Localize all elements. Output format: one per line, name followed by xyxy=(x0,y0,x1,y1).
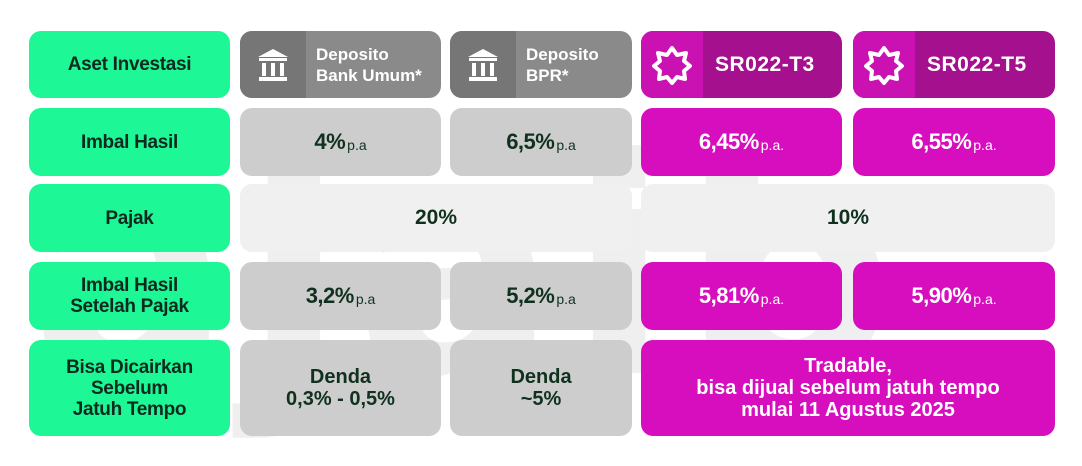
header-sr022-t3: SR022-T3 xyxy=(641,31,842,98)
imbal-hasil-t3: 6,45% p.a. xyxy=(641,108,842,176)
imbal-hasil-bank: 4% p.a xyxy=(240,108,441,176)
header-sr022-t5: SR022-T5 xyxy=(853,31,1055,98)
imbal-setelah-pajak-bank-value: 3,2% xyxy=(305,283,355,308)
pajak-deposito: 20% xyxy=(240,184,632,252)
imbal-setelah-pajak-t5: 5,90% p.a. xyxy=(853,262,1055,330)
imbal-hasil-t3-value: 6,45% xyxy=(698,129,759,154)
imbal-hasil-bank-value: 4% xyxy=(314,129,346,154)
unit-pa: p.a. xyxy=(973,291,997,307)
unit-pa: p.a. xyxy=(760,137,785,153)
label-aset-investasi: Aset Investasi xyxy=(29,31,230,98)
imbal-setelah-pajak-bank: 3,2% p.a xyxy=(240,262,441,330)
pajak-sr: 10% xyxy=(641,184,1055,252)
header-sr022-t3-label: SR022-T3 xyxy=(715,52,815,76)
bank-building-icon xyxy=(240,31,306,98)
star-badge-icon xyxy=(853,31,915,98)
header-deposito-bank-umum: Deposito Bank Umum* xyxy=(240,31,441,98)
header-deposito-bpr: Deposito BPR* xyxy=(450,31,632,98)
header-sr022-t5-label: SR022-T5 xyxy=(927,52,1027,76)
imbal-hasil-t5: 6,55% p.a. xyxy=(853,108,1055,176)
imbal-setelah-pajak-t5-value: 5,90% xyxy=(911,283,972,308)
bank-building-icon xyxy=(450,31,516,98)
unit-pa: p.a. xyxy=(973,137,997,153)
unit-pa: p.a xyxy=(355,291,376,307)
unit-pa: p.a xyxy=(556,137,576,153)
label-bisa-dicairkan: Bisa Dicairkan Sebelum Jatuh Tempo xyxy=(29,340,230,436)
imbal-setelah-pajak-t3-value: 5,81% xyxy=(698,283,759,308)
unit-pa: p.a. xyxy=(760,291,785,307)
header-deposito-bank-umum-label: Deposito Bank Umum* xyxy=(316,44,422,85)
header-deposito-bpr-label: Deposito BPR* xyxy=(526,44,599,85)
pencairan-bank: Denda 0,3% - 0,5% xyxy=(240,340,441,436)
label-imbal-setelah-pajak: Imbal Hasil Setelah Pajak xyxy=(29,262,230,330)
imbal-hasil-bpr-value: 6,5% xyxy=(506,129,555,154)
imbal-setelah-pajak-bpr: 5,2% p.a xyxy=(450,262,632,330)
unit-pa: p.a xyxy=(556,291,576,307)
pencairan-sr: Tradable, bisa dijual sebelum jatuh temp… xyxy=(641,340,1055,436)
imbal-hasil-t5-value: 6,55% xyxy=(911,129,972,154)
label-imbal-hasil: Imbal Hasil xyxy=(29,108,230,176)
imbal-setelah-pajak-t3: 5,81% p.a. xyxy=(641,262,842,330)
imbal-hasil-bpr: 6,5% p.a xyxy=(450,108,632,176)
imbal-setelah-pajak-bpr-value: 5,2% xyxy=(506,283,555,308)
unit-pa: p.a xyxy=(347,137,367,153)
star-badge-icon xyxy=(641,31,703,98)
pencairan-bpr: Denda ~5% xyxy=(450,340,632,436)
label-pajak: Pajak xyxy=(29,184,230,252)
